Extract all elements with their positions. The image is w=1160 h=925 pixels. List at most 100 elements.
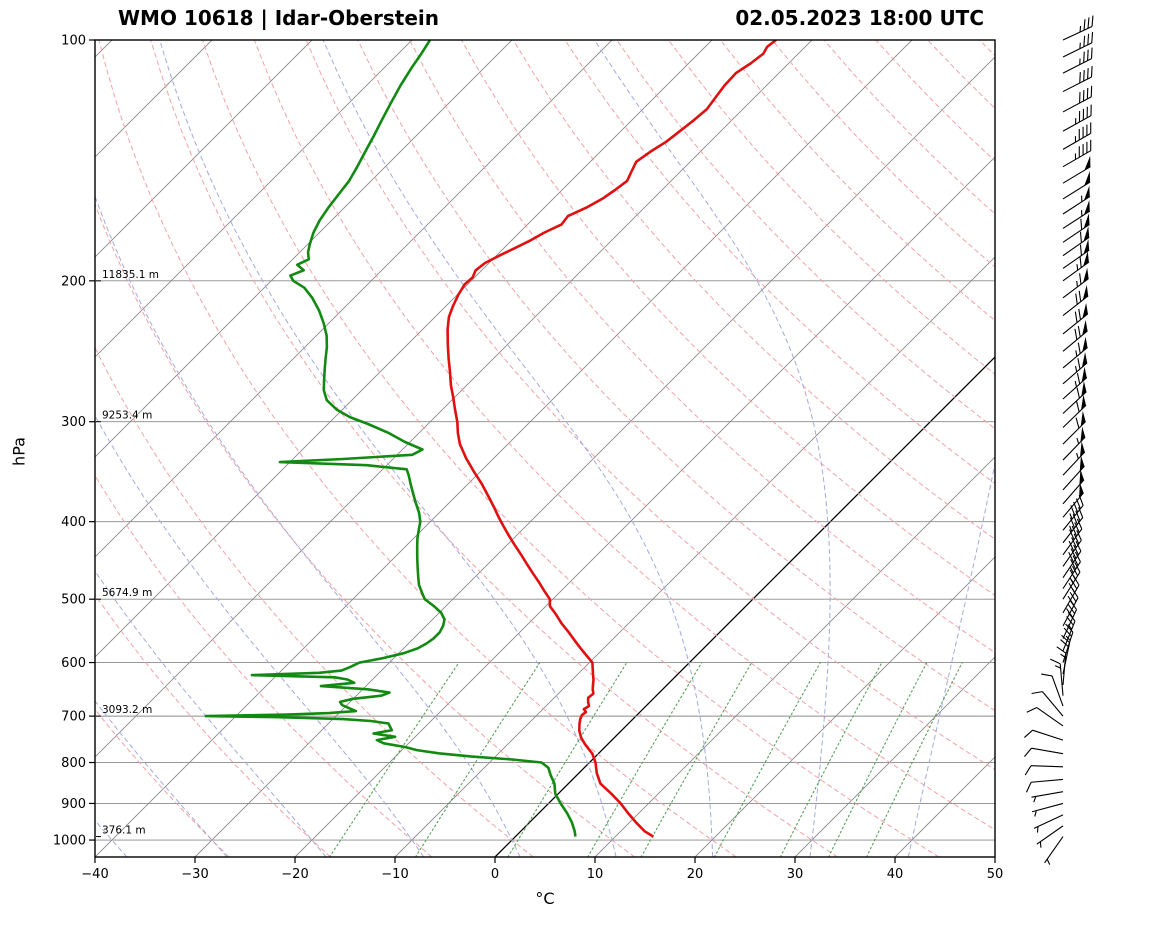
wind-barb-staff [1031,747,1064,755]
height-labels: 11835.1 m 9253.4 m 5674.9 m 3093.2 m 376.1 m [96,269,159,838]
wind-barb-staff [1062,295,1089,316]
wind-barb-feather [1076,373,1081,385]
wind-barb-staff [1062,539,1082,567]
moist-adiabat [95,819,128,857]
wind-barb-staff [1062,96,1092,113]
dry-adiabat [357,40,995,712]
temperature-tick-label: 0 [491,867,499,882]
wind-barb-flag [1083,213,1090,229]
wind-barb-feather [1087,49,1089,61]
wind-barb-feather [1073,533,1080,545]
wind-barb-staff [1062,223,1090,243]
wind-barb-halffeather [1069,513,1073,520]
wind-barb-flag [1084,171,1091,186]
wind-barb-flag [1079,469,1084,485]
wind-barb-flag [1081,366,1087,383]
wind-barb-staff [1062,451,1086,476]
pressure-tick-label: 1000 [53,834,86,849]
dry-adiabat [564,40,995,485]
wind-barb-staff [1042,691,1064,717]
wind-barb-feather [1041,673,1053,677]
temperature-tick-label: 30 [787,867,804,882]
wind-barb-halffeather [1070,567,1074,574]
wind-barb-feather [1079,72,1081,84]
background-lines [95,40,995,857]
wind-barb-staff [1062,505,1084,531]
wind-barb-halffeather [1039,841,1042,848]
mixing-ratio-line [507,662,628,857]
wind-barb-feather [1070,548,1077,559]
wind-barb-staff [1062,620,1076,651]
wind-barb-staff [1062,166,1091,184]
wind-barb-feather [1068,582,1076,594]
wind-barb-staff [1036,707,1064,727]
wind-barb-feather [1091,31,1094,43]
wind-barb-staff [1062,261,1090,282]
isotherm [994,856,995,857]
dry-adiabat [202,40,940,857]
dry-adiabat [512,40,995,540]
isotherm [294,156,995,857]
wind-barb-halffeather [1076,437,1080,445]
wind-barb-halffeather [1074,365,1078,373]
wind-barb-flag [1080,441,1085,457]
wind-barb-flag [1082,336,1088,352]
pressure-tick-label: 400 [61,515,86,530]
wind-barb-flag [1081,394,1086,411]
wind-barb-feather [1077,358,1081,370]
dry-adiabat [668,40,995,375]
mixing-ratio-line [713,662,821,857]
wind-barbs [1023,15,1094,865]
wind-barb-flag [1083,226,1090,242]
wind-barb-feather [1090,66,1093,78]
isotherm [95,40,413,358]
mixing-ratio-line [328,662,460,857]
temperature-tick-label: −30 [181,867,208,882]
wind-barb-feather [1091,15,1094,27]
dry-adiabat [95,594,331,857]
wind-barb-flag [1081,352,1088,368]
wind-barb-feather [1078,290,1082,302]
wind-barb-halffeather [1067,624,1073,630]
wind-barb-staff [1062,642,1071,675]
wind-barb-staff [1031,765,1064,768]
wind-barb-flag [1079,455,1085,472]
dry-adiabat [409,40,995,654]
wind-barb-halffeather [1033,796,1037,803]
wind-barb-flag [1084,155,1091,171]
wind-barb-feather [1076,518,1083,530]
height-label: 11835.1 m [102,269,159,281]
wind-barb-staff [1062,115,1092,132]
mixing-ratio-line [866,662,963,857]
wind-barb-feather [1077,342,1081,354]
wind-barb-staff [1062,631,1074,663]
wind-barb-halffeather [1034,810,1037,817]
wind-barb-flag [1081,381,1087,397]
datetime-title: 02.05.2023 18:00 UTC [735,6,984,30]
wind-barb-feather [1074,551,1081,563]
wind-barb-flag [1082,302,1088,319]
dry-adiabat [98,40,737,857]
wind-barb-feather [1069,591,1077,602]
wind-barb-staff [1062,25,1093,41]
wind-barb-staff [1033,814,1064,829]
wind-barb-halffeather [1076,264,1079,271]
dry-adiabat [253,40,995,831]
wind-barb-halffeather [1075,350,1078,357]
wind-barb-feather [1031,691,1043,695]
wind-barb-staff [1062,249,1090,269]
wind-barb-flag [1082,284,1089,301]
wind-barb-staff [1059,663,1064,696]
wind-barb-staff [1036,825,1064,845]
pressure-tick-label: 200 [61,274,86,289]
mixing-ratio-line [414,662,541,857]
wind-barb-staff [1062,597,1079,627]
wind-barb-feather [1068,540,1075,552]
wind-barb-feather [1068,551,1075,563]
wind-barb-feather [1079,231,1082,243]
wind-barb-halffeather [1076,452,1079,459]
dry-adiabat [927,40,995,109]
height-label: 3093.2 m [102,704,152,716]
wind-barb-halffeather [1074,380,1077,387]
